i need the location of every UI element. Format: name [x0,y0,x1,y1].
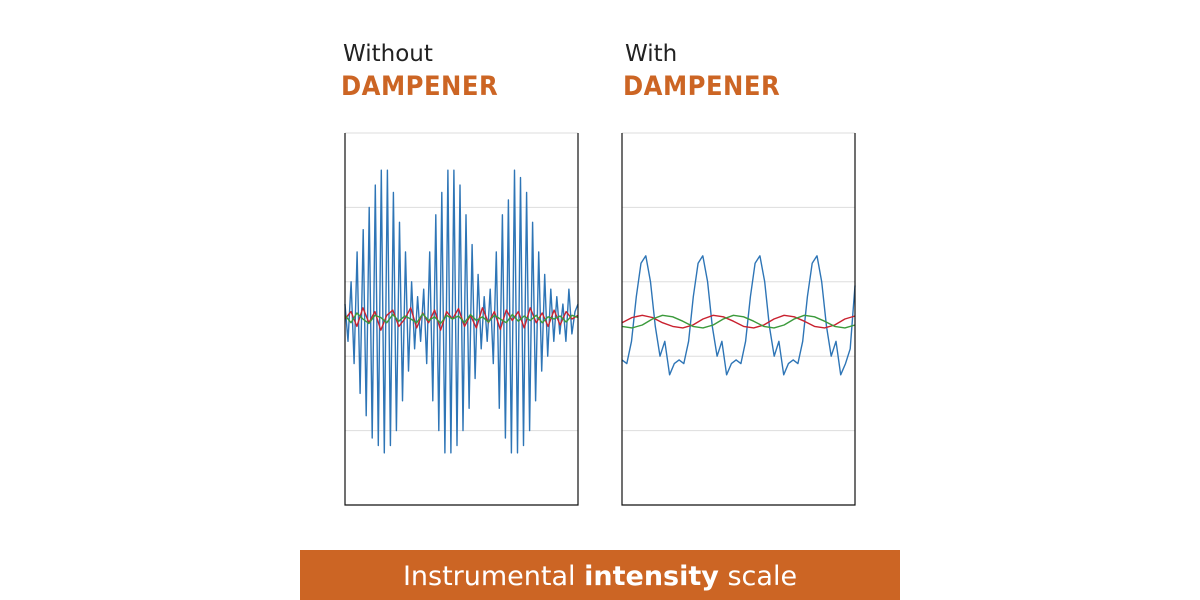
panel-subtitle: DAMPENER [341,71,498,102]
series-line [621,314,856,329]
banner-word: scale [727,561,797,592]
banner-word: Instrumental [403,561,576,592]
series-line [621,255,856,376]
panel-frame [344,133,579,506]
panel-subtitle: DAMPENER [623,71,780,102]
series-line [621,314,856,329]
banner-bg [300,550,900,600]
series-line [344,307,579,331]
panel-title: Without [343,41,433,67]
banner-word: intensity [584,561,719,592]
panel-title: With [625,41,677,67]
banner-text: Instrumental intensity scale [403,561,797,592]
series-line [344,312,579,325]
panel-frame [621,133,856,506]
series-line [344,169,579,454]
